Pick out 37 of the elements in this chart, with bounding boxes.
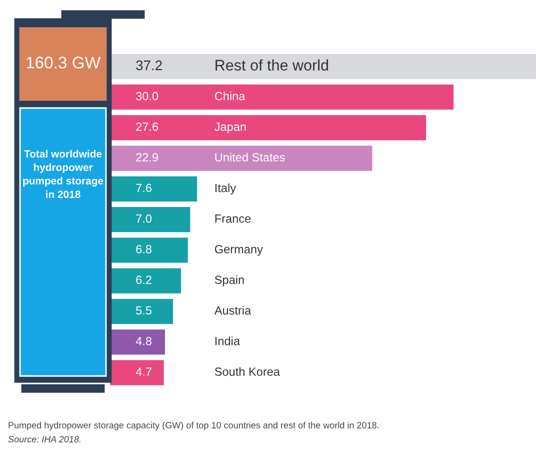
bar [110,84,454,110]
bar [110,207,190,232]
data-label: 7.0 [136,214,152,223]
bar [110,176,198,202]
text: 160.3 GW [26,56,100,68]
data-label: 7.6 [136,184,152,192]
bar [110,298,173,324]
y-tick-label: Japan [214,122,246,134]
data-label: 6.2 [136,276,152,284]
data-label: 30.0 [136,92,158,100]
data-label: 6.8 [136,245,152,254]
bar [110,238,188,263]
y-tick-label: South Korea [214,367,280,376]
bar [110,360,164,386]
y-tick-label: China [214,92,246,100]
data-label: 4.7 [136,368,152,376]
y-tick-label: Rest of the world [216,59,328,71]
bar [110,115,426,140]
bar [110,330,165,355]
data-label: 4.8 [136,336,152,346]
y-tick-label: United States [215,152,285,162]
y-tick-label: France [215,214,251,223]
y-tick-label: Italy [215,183,236,194]
data-label: 27.6 [136,122,158,131]
source-note: Source: IHA 2018. [8,436,80,442]
y-tick-label: Austria [214,306,252,315]
bar [110,268,181,294]
bar [110,146,372,171]
y-tick-label: India [215,336,240,346]
data-label: 22.9 [136,153,158,162]
y-tick-label: Germany [214,245,263,256]
data-label: 5.5 [136,306,152,315]
bar [110,54,536,80]
text: Pumped hydropower storage capacity (GW) of top 10 countries and rest of the world in 2018. [8,422,379,430]
y-tick-label: Spain [214,275,244,286]
data-label: 37.2 [136,60,162,70]
text: Total worldwide hydropower pumped storage in 2018 [23,150,104,198]
